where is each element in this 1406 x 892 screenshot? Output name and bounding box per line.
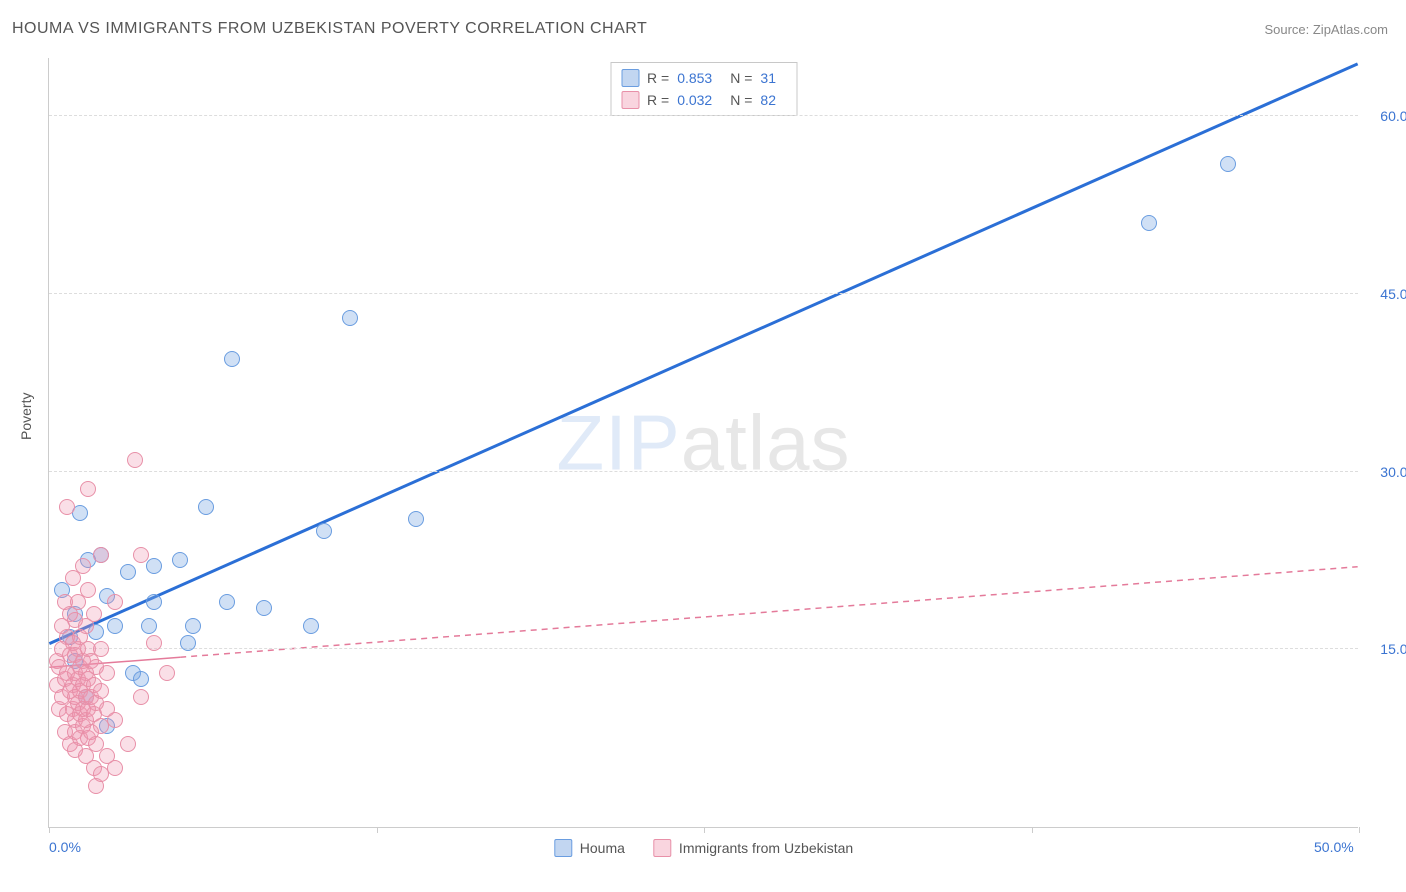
scatter-point	[127, 452, 143, 468]
scatter-point	[159, 665, 175, 681]
source-label: Source: ZipAtlas.com	[1264, 22, 1388, 37]
scatter-point	[146, 558, 162, 574]
scatter-point	[59, 499, 75, 515]
legend-n-value: 82	[760, 92, 776, 108]
y-axis-title: Poverty	[18, 393, 34, 440]
legend-r-value: 0.853	[677, 70, 712, 86]
scatter-point	[93, 641, 109, 657]
gridline	[49, 115, 1358, 116]
gridline	[49, 293, 1358, 294]
scatter-point	[408, 511, 424, 527]
legend-swatch-pink	[653, 839, 671, 857]
watermark-atlas: atlas	[681, 398, 851, 486]
scatter-point	[180, 635, 196, 651]
scatter-point	[133, 689, 149, 705]
x-tick	[1359, 827, 1360, 833]
scatter-point	[133, 671, 149, 687]
legend-n-label: N =	[730, 92, 752, 108]
scatter-point	[80, 582, 96, 598]
legend-r-value: 0.032	[677, 92, 712, 108]
watermark: ZIPatlas	[556, 397, 850, 488]
legend-swatch-blue	[554, 839, 572, 857]
scatter-point	[146, 635, 162, 651]
scatter-point	[1220, 156, 1236, 172]
scatter-point	[107, 712, 123, 728]
scatter-point	[99, 665, 115, 681]
scatter-point	[219, 594, 235, 610]
legend-r-label: R =	[647, 70, 669, 86]
scatter-point	[224, 351, 240, 367]
scatter-point	[133, 547, 149, 563]
scatter-point	[146, 594, 162, 610]
x-tick-label: 50.0%	[1314, 839, 1354, 855]
watermark-zip: ZIP	[556, 398, 680, 486]
y-tick-label: 30.0%	[1365, 464, 1406, 480]
legend-series: Houma Immigrants from Uzbekistan	[554, 839, 853, 857]
y-tick-label: 60.0%	[1365, 108, 1406, 124]
legend-stats-row: R = 0.032 N = 82	[621, 89, 786, 111]
legend-stats: R = 0.853 N = 31 R = 0.032 N = 82	[610, 62, 797, 116]
gridline	[49, 648, 1358, 649]
x-tick	[377, 827, 378, 833]
scatter-point	[93, 547, 109, 563]
legend-n-value: 31	[760, 70, 776, 86]
legend-r-label: R =	[647, 92, 669, 108]
scatter-point	[303, 618, 319, 634]
legend-n-label: N =	[730, 70, 752, 86]
scatter-point	[120, 564, 136, 580]
trend-lines	[49, 58, 1358, 827]
scatter-point	[185, 618, 201, 634]
scatter-point	[256, 600, 272, 616]
x-tick	[1032, 827, 1033, 833]
x-tick	[49, 827, 50, 833]
legend-series-label: Houma	[580, 840, 625, 856]
scatter-point	[107, 618, 123, 634]
scatter-point	[198, 499, 214, 515]
scatter-point	[172, 552, 188, 568]
x-tick	[704, 827, 705, 833]
legend-stats-row: R = 0.853 N = 31	[621, 67, 786, 89]
scatter-point	[93, 683, 109, 699]
scatter-point	[86, 606, 102, 622]
gridline	[49, 471, 1358, 472]
scatter-point	[141, 618, 157, 634]
scatter-point	[75, 558, 91, 574]
scatter-point	[107, 760, 123, 776]
scatter-point	[1141, 215, 1157, 231]
legend-series-label: Immigrants from Uzbekistan	[679, 840, 853, 856]
x-tick-label: 0.0%	[49, 839, 81, 855]
scatter-point	[342, 310, 358, 326]
scatter-point	[120, 736, 136, 752]
legend-swatch-blue	[621, 69, 639, 87]
chart-area: ZIPatlas R = 0.853 N = 31 R = 0.032 N = …	[48, 58, 1358, 828]
chart-title: HOUMA VS IMMIGRANTS FROM UZBEKISTAN POVE…	[12, 20, 647, 38]
legend-swatch-pink	[621, 91, 639, 109]
y-tick-label: 15.0%	[1365, 641, 1406, 657]
scatter-point	[107, 594, 123, 610]
scatter-point	[80, 481, 96, 497]
scatter-point	[316, 523, 332, 539]
y-tick-label: 45.0%	[1365, 286, 1406, 302]
